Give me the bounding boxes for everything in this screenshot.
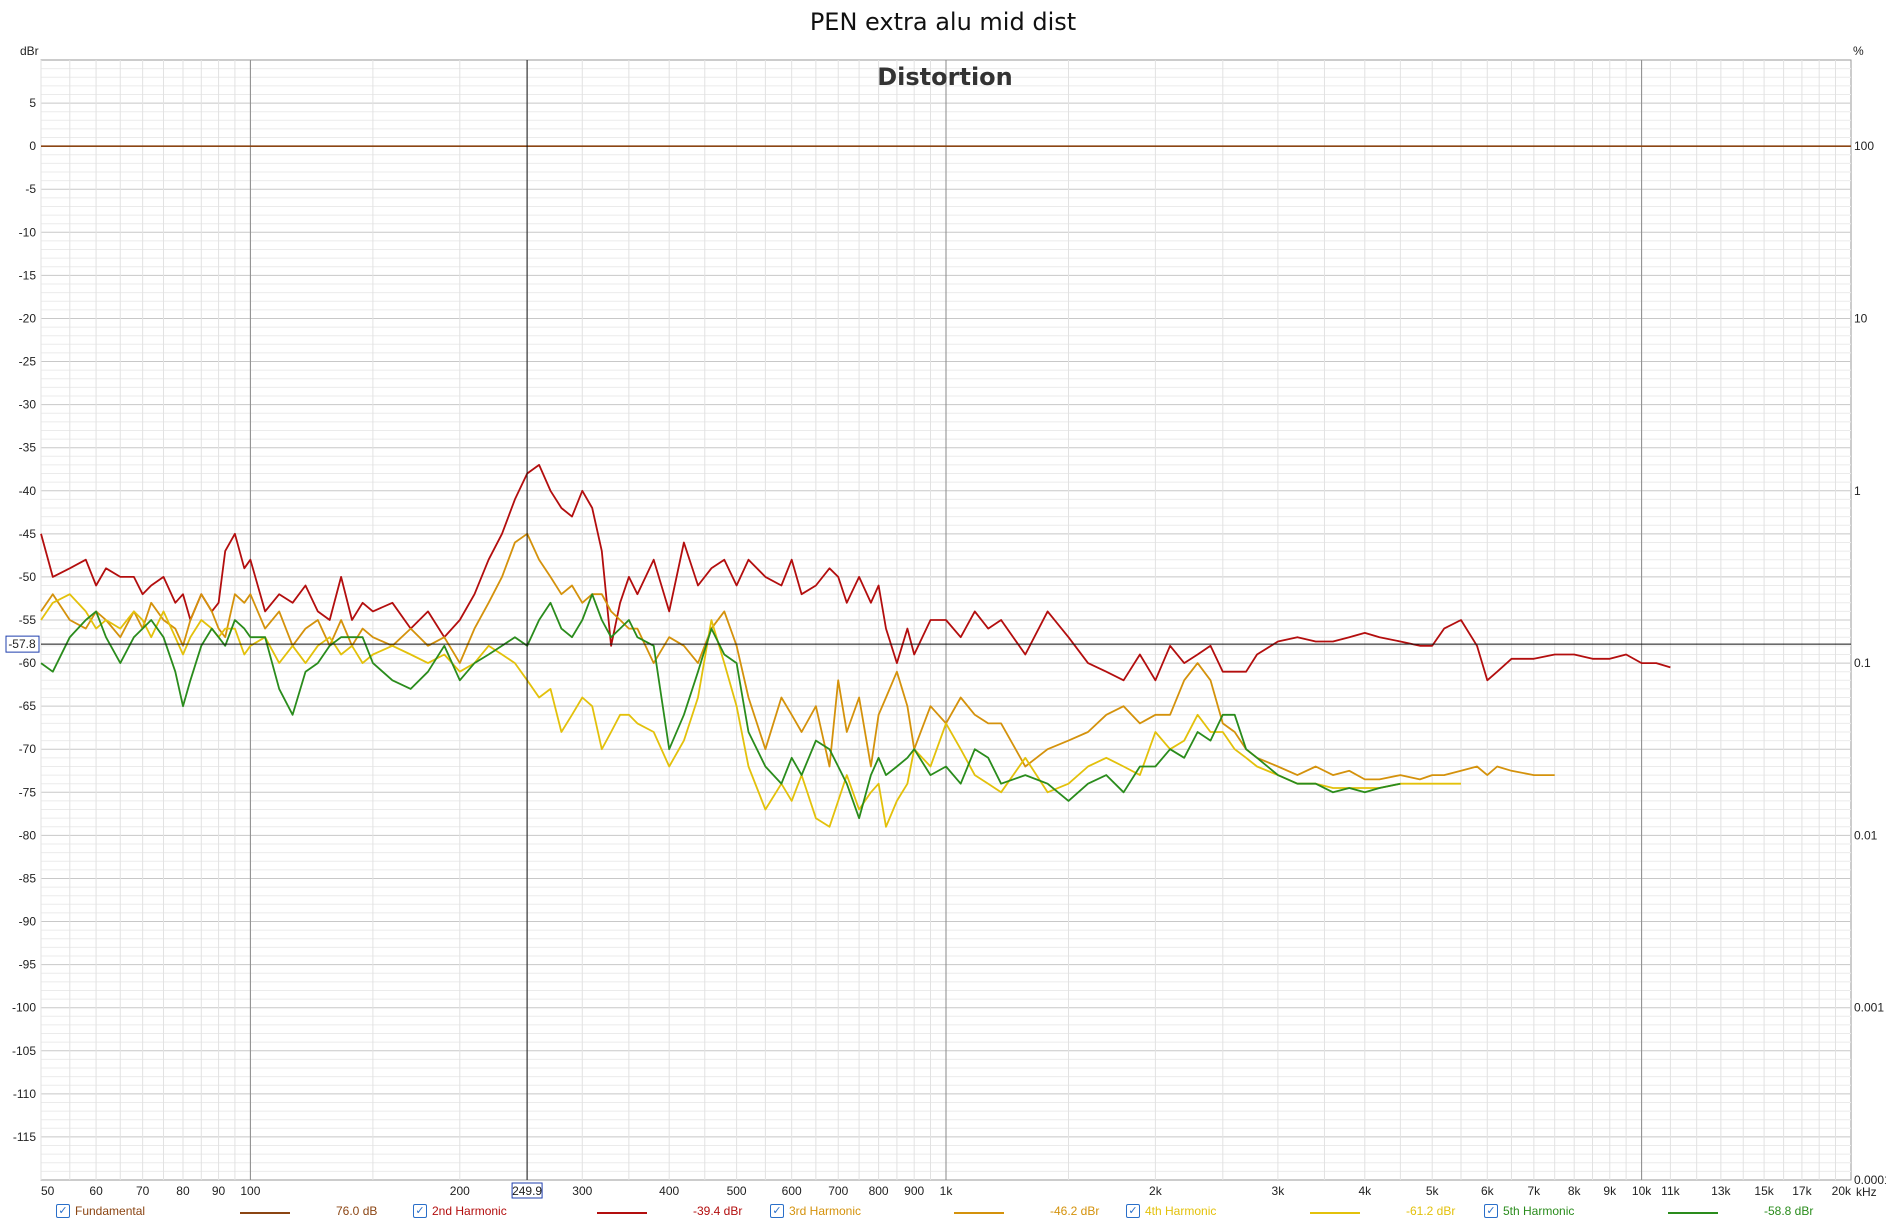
y-tick-label: -95: [19, 958, 37, 972]
y-axis-unit-label: dBr: [20, 44, 39, 58]
legend-value-5th-harmonic: -58.8 dBr: [1764, 1204, 1814, 1218]
x-tick-label: 70: [136, 1184, 150, 1198]
x-tick-label: 4k: [1358, 1184, 1372, 1198]
x-tick-label: 500: [727, 1184, 747, 1198]
y-tick-label: -5: [25, 182, 36, 196]
legend-swatch-2nd-harmonic: [597, 1212, 647, 1214]
x-tick-label: 900: [904, 1184, 924, 1198]
legend-swatch-4th-harmonic: [1310, 1212, 1360, 1214]
x-tick-label: 800: [869, 1184, 889, 1198]
chart-subtitle: Distortion: [877, 63, 1013, 91]
y-tick-label: -10: [19, 225, 37, 239]
x-tick-label: 50: [41, 1184, 55, 1198]
x-axis-unit-label: kHz: [1856, 1185, 1877, 1199]
x-tick-label: 80: [176, 1184, 190, 1198]
legend-swatch-5th-harmonic: [1668, 1212, 1718, 1214]
x-tick-label: 700: [828, 1184, 848, 1198]
x-tick-label: 600: [782, 1184, 802, 1198]
legend-value-2nd-harmonic: -39.4 dBr: [693, 1204, 743, 1218]
y-tick-label: -80: [19, 828, 37, 842]
legend-label-3rd-harmonic: 3rd Harmonic: [789, 1204, 862, 1218]
cursor-x-box[interactable]: [511, 1182, 543, 1199]
x-tick-label: 3k: [1272, 1184, 1286, 1198]
x-tick-label: 1k: [940, 1184, 954, 1198]
x-tick-label: 15k: [1754, 1184, 1774, 1198]
cursor-x-label: 249.9: [512, 1184, 542, 1198]
x-tick-label: 2k: [1149, 1184, 1163, 1198]
x-tick-label: 17k: [1792, 1184, 1812, 1198]
x-tick-label: 10k: [1632, 1184, 1652, 1198]
ticks: 50-5-10-15-20-25-30-35-40-45-50-55-60-65…: [12, 96, 1886, 1198]
y-tick-label: -110: [13, 1087, 36, 1101]
x-tick-label: 400: [659, 1184, 679, 1198]
y-tick-label: 0: [29, 139, 36, 153]
legend-swatch-3rd-harmonic: [954, 1212, 1004, 1214]
y-tick-label: -75: [19, 785, 37, 799]
x-tick-label: 60: [89, 1184, 103, 1198]
y-tick-label: -35: [19, 441, 37, 455]
legend-label-fundamental: Fundamental: [75, 1204, 146, 1218]
y-tick-label: -20: [19, 311, 37, 325]
legend-value-4th-harmonic: -61.2 dBr: [1406, 1204, 1456, 1218]
y2-tick-label: 0.1: [1854, 656, 1871, 670]
y-tick-label: -30: [19, 398, 37, 412]
x-tick-label: 300: [572, 1184, 592, 1198]
y-tick-label: -70: [19, 742, 37, 756]
x-tick-label: 8k: [1568, 1184, 1582, 1198]
x-tick-label: 7k: [1528, 1184, 1542, 1198]
y-tick-label: -55: [19, 613, 37, 627]
legend-label-4th-harmonic: 4th Harmonic: [1145, 1204, 1217, 1218]
y-tick-label: -40: [19, 484, 37, 498]
legend-label-5th-harmonic: 5th Harmonic: [1503, 1204, 1575, 1218]
x-tick-label: 20k: [1832, 1184, 1852, 1198]
y-tick-label: -25: [19, 355, 37, 369]
series-layer: [40, 145, 1851, 828]
y-tick-label: -100: [12, 1001, 36, 1015]
x-tick-label: 9k: [1603, 1184, 1617, 1198]
legend-value-fundamental: 76.0 dB: [336, 1204, 378, 1218]
series-line-2nd-harmonic: [40, 464, 1671, 682]
y-tick-label: -115: [13, 1130, 36, 1144]
legend-checkbox-5th-harmonic[interactable]: ✓: [1484, 1204, 1498, 1218]
y2-tick-label: 10: [1854, 311, 1868, 325]
legend-label-2nd-harmonic: 2nd Harmonic: [432, 1204, 507, 1218]
y2-tick-label: 100: [1854, 139, 1874, 153]
y-tick-label: -65: [19, 699, 37, 713]
y-tick-label: -90: [19, 915, 37, 929]
series-line-5th-harmonic: [40, 593, 1401, 820]
y2-axis-unit-label: %: [1853, 44, 1864, 58]
cursor-y-box[interactable]: [5, 635, 40, 653]
x-tick-label: 11k: [1661, 1184, 1680, 1198]
y2-tick-label: 0.0001: [1854, 1173, 1886, 1187]
y-tick-label: -105: [12, 1044, 36, 1058]
cursor-y-label: -57.8: [8, 637, 36, 651]
legend-swatch-fundamental: [240, 1212, 290, 1214]
distortion-chart: PEN extra alu mid dist dBr % 249.9-57.8 …: [5, 8, 1886, 1199]
cursor-layer[interactable]: 249.9 -57.8: [5, 60, 1851, 1199]
x-tick-label: 6k: [1481, 1184, 1495, 1198]
y2-tick-label: 0.01: [1854, 828, 1878, 842]
legend-checkbox-2nd-harmonic[interactable]: ✓: [413, 1204, 427, 1218]
y2-tick-label: 1: [1854, 484, 1861, 498]
x-tick-label: 200: [450, 1184, 470, 1198]
legend-checkbox-4th-harmonic[interactable]: ✓: [1126, 1204, 1140, 1218]
legend: ✓ Fundamental 76.0 dB ✓ 2nd Harmonic -39.4 dB…: [0, 1202, 1886, 1224]
legend-checkbox-3rd-harmonic[interactable]: ✓: [770, 1204, 784, 1218]
y-tick-label: -45: [19, 527, 37, 541]
y-tick-label: -60: [19, 656, 37, 670]
chart-title: PEN extra alu mid dist: [810, 8, 1076, 36]
y-tick-label: -15: [19, 268, 37, 282]
y-tick-label: 5: [29, 96, 36, 110]
x-tick-label: 90: [212, 1184, 226, 1198]
y-tick-label: -85: [19, 871, 37, 885]
x-tick-label: 100: [240, 1184, 260, 1198]
x-tick-label: 5k: [1426, 1184, 1440, 1198]
y-tick-label: -50: [19, 570, 37, 584]
legend-checkbox-fundamental[interactable]: ✓: [56, 1204, 70, 1218]
series-line-4th-harmonic: [40, 593, 1461, 828]
x-tick-label: 13k: [1711, 1184, 1731, 1198]
legend-value-3rd-harmonic: -46.2 dBr: [1050, 1204, 1100, 1218]
y2-tick-label: 0.001: [1854, 1001, 1884, 1015]
